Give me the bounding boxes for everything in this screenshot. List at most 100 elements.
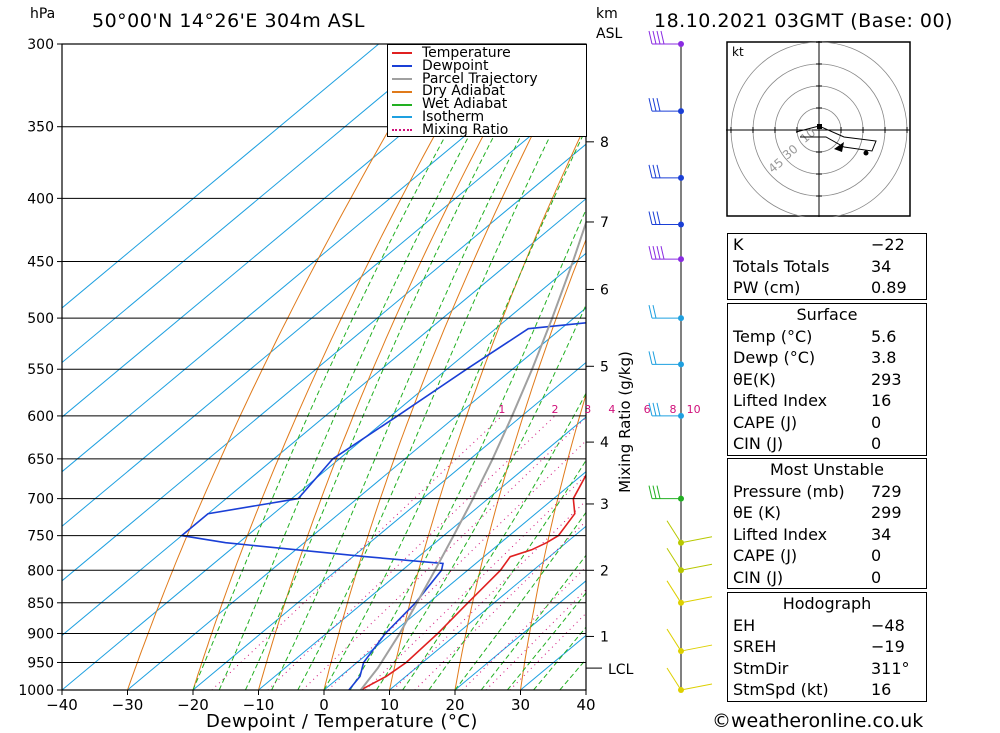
legend-item: Isotherm [388, 110, 586, 124]
mixing-ratio-label: 3 [584, 403, 591, 416]
mixing-ratio-label: 6 [644, 403, 651, 416]
wet-adiabat-line [402, 392, 586, 690]
dry-adiabat-line [192, 44, 487, 690]
wind-barb [648, 30, 653, 45]
table-row: Totals Totals 34 [728, 256, 926, 278]
wet-adiabat-line [297, 63, 586, 690]
row-key: K [733, 235, 744, 255]
pressure-tick-label: 750 [27, 529, 54, 545]
table-row: θE (K) 299 [728, 502, 926, 524]
wind-barb [656, 485, 661, 499]
pressure-tick-label: 950 [27, 655, 54, 671]
isotherm-line [192, 361, 586, 690]
wind-barb [680, 536, 713, 544]
table-row: CIN (J) 0 [728, 567, 926, 589]
mixing-ratio-axis-label: Mixing Ratio (g/kg) [616, 351, 634, 493]
wind-barb [648, 351, 653, 365]
isotherm-line [323, 471, 586, 690]
lcl-label: LCL [608, 662, 634, 678]
height-unit-asl: ASL [596, 26, 623, 42]
legend-item: Dewpoint [388, 57, 586, 74]
wind-barb [680, 563, 713, 571]
row-key: PW (cm) [733, 278, 801, 298]
table-row: PW (cm) 0.89 [728, 277, 926, 299]
isotherm-line [62, 88, 586, 527]
wind-barb [680, 644, 713, 652]
wind-barb [680, 683, 713, 691]
table-title: Most Unstable [770, 460, 884, 479]
isotherm-line [389, 525, 586, 690]
pressure-tick-label: 600 [27, 409, 54, 425]
dry-adiabat-line [389, 123, 586, 690]
legend-label: Dry Adiabat [422, 83, 505, 100]
legend-swatch [392, 52, 412, 55]
legend-swatch [392, 129, 412, 132]
temp-tick-label: 20 [445, 696, 464, 714]
legend-label: Dewpoint [422, 57, 489, 74]
height-unit: km [596, 6, 618, 22]
row-value: 0 [871, 434, 882, 454]
isotherm-line [258, 416, 586, 690]
table-row: SREH −19 [728, 636, 926, 658]
wet-adiabat-line [349, 208, 586, 690]
legend-label: Mixing Ratio [422, 121, 509, 138]
table-row: StmDir 311° [728, 658, 926, 680]
hodograph-table: Hodograph EH −48 SREH −19 StmDir 311° StmSpd (k… [727, 592, 927, 702]
wind-barb [656, 402, 661, 417]
table-row: CAPE (J) 0 [728, 545, 926, 567]
row-value: 34 [871, 256, 892, 276]
wind-barb [652, 402, 657, 417]
dry-adiabat-line [127, 44, 440, 690]
row-value: 0.89 [871, 278, 907, 298]
temp-tick-label: −20 [177, 696, 209, 714]
isotherm-line [127, 307, 586, 690]
wind-barb [648, 485, 653, 499]
wind-barb [656, 246, 661, 260]
row-key: CAPE (J) [733, 546, 798, 566]
row-value: 293 [871, 369, 902, 389]
row-key: θE(K) [733, 369, 776, 389]
wet-adiabat-line [271, 44, 569, 690]
wind-shaft [666, 667, 682, 691]
row-key: SREH [733, 637, 777, 657]
legend-item: Mixing Ratio [388, 121, 586, 138]
wind-barb [648, 211, 653, 225]
wind-barb [652, 164, 657, 178]
wet-adiabat-line [480, 554, 586, 690]
row-value: 16 [871, 391, 892, 411]
pressure-tick-label: 550 [27, 362, 54, 378]
row-value: −19 [871, 637, 905, 657]
wind-barb [648, 304, 653, 319]
row-key: Lifted Index [733, 391, 828, 411]
wet-adiabat-line [454, 511, 586, 690]
pressure-tick-label: 450 [27, 255, 54, 271]
row-key: StmDir [733, 658, 789, 678]
km-tick-label: 8 [600, 135, 609, 151]
isotherm-line [62, 44, 576, 473]
x-axis-label: Dewpoint / Temperature (°C) [206, 711, 478, 732]
legend-item: Dry Adiabat [388, 85, 586, 98]
wet-adiabat-line [192, 44, 497, 690]
legend-item: Wet Adiabat [388, 97, 586, 111]
isotherm-line [62, 44, 445, 364]
row-value: 0 [871, 567, 882, 587]
row-key: Temp (°C) [733, 326, 813, 346]
pressure-tick-label: 900 [27, 626, 54, 642]
pressure-tick-label: 400 [27, 191, 54, 207]
row-value: 5.6 [871, 326, 897, 346]
row-key: StmSpd (kt) [733, 680, 829, 700]
wind-shaft [666, 548, 682, 571]
plot-frame [61, 43, 587, 691]
mixing-ratio-line [267, 415, 556, 690]
row-value: −48 [871, 615, 905, 635]
isotherm-line [62, 252, 586, 690]
wind-barb [656, 98, 661, 112]
dry-adiabat-line [971, 44, 1000, 690]
row-value: 3.8 [871, 348, 897, 368]
row-key: CAPE (J) [733, 412, 798, 432]
table-row: StmSpd (kt) 16 [728, 679, 926, 701]
legend-item: Parcel Trajectory [388, 72, 586, 85]
hodograph-unit: kt [732, 45, 744, 59]
km-tick-label: 1 [600, 629, 609, 645]
